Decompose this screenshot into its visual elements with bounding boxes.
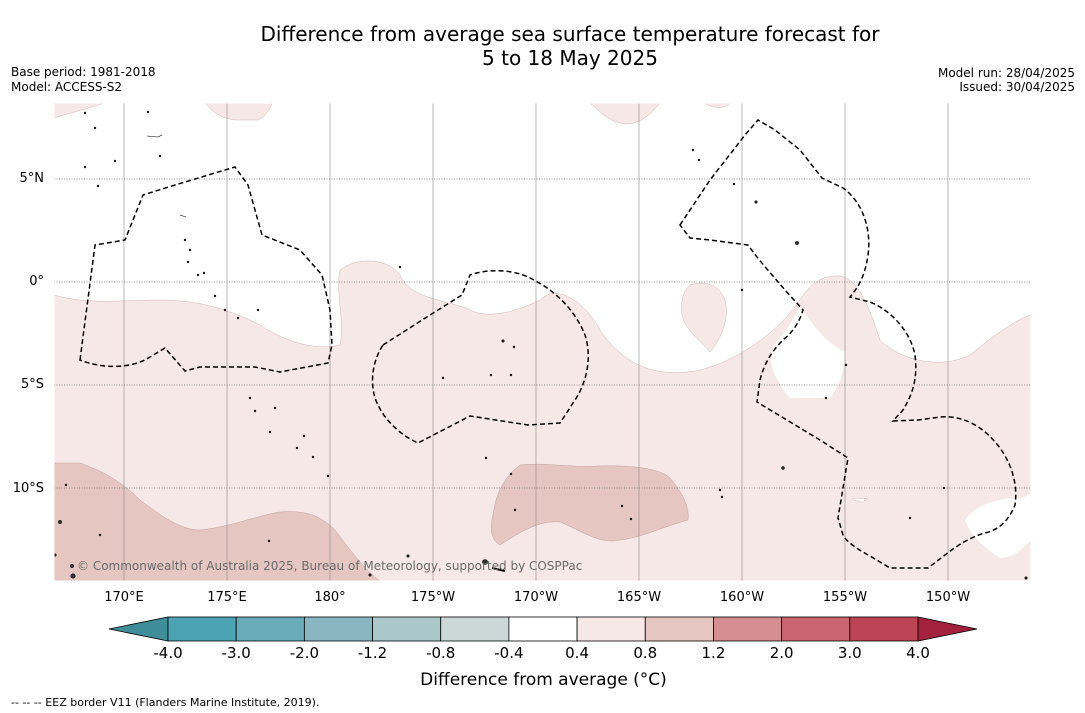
colorbar-segment — [576, 616, 646, 642]
model-run-text: Model run: 28/04/2025 — [937, 66, 1075, 80]
map-area — [54, 103, 1031, 581]
colorbar-segment — [235, 616, 305, 642]
lat-label-10s: 10°S — [12, 481, 44, 496]
map-gridlines — [123, 103, 949, 581]
colorbar-tick-label: -0.8 — [426, 644, 456, 662]
colorbar-segment — [440, 616, 510, 642]
colorbar-segment — [644, 616, 714, 642]
colorbar-tick-label: 0.8 — [633, 644, 658, 662]
colorbar-segment — [781, 616, 851, 642]
lon-label-155w: 155°W — [822, 590, 868, 605]
issued-date-text: Issued: 30/04/2025 — [959, 80, 1075, 94]
model-name-text: Model: ACCESS-S2 — [11, 80, 123, 94]
colorbar-tick-label: -0.4 — [494, 644, 524, 662]
colorbar-tick-label: -3.0 — [221, 644, 251, 662]
lon-label-170e: 170°E — [104, 590, 144, 605]
colorbar-tick-label: 0.4 — [565, 644, 589, 662]
lat-label-0: 0° — [29, 274, 44, 289]
colorbar-tick-label: -2.0 — [289, 644, 319, 662]
colorbar-title: Difference from average (°C) — [420, 670, 667, 690]
lon-label-175w: 175°W — [410, 590, 456, 605]
colorbar-segment — [372, 616, 442, 642]
lon-label-175e: 175°E — [207, 590, 247, 605]
colorbar-tick-label: 2.0 — [769, 644, 794, 662]
base-period-text: Base period: 1981-2018 — [11, 65, 156, 79]
lon-label-180: 180° — [314, 590, 346, 605]
colorbar-extend-low — [108, 616, 169, 642]
lon-label-150w: 150°W — [925, 590, 971, 605]
lon-label-160w: 160°W — [719, 590, 765, 605]
copyright-notice: © Commonwealth of Australia 2025, Bureau… — [77, 559, 583, 573]
colorbar-tick-label: 3.0 — [837, 644, 862, 662]
colorbar-segment — [713, 616, 783, 642]
islands — [54, 110, 1028, 580]
colorbar-tick-label: 4.0 — [906, 644, 930, 662]
colorbar-tick-label: 1.2 — [701, 644, 726, 662]
lon-label-165w: 165°W — [616, 590, 662, 605]
lat-label-5n: 5°N — [19, 171, 45, 186]
eez-borders — [79, 119, 1017, 569]
chart-title-line2: 5 to 18 May 2025 — [482, 46, 658, 70]
colorbar-segment — [303, 616, 373, 642]
chart-title-line1: Difference from average sea surface temp… — [260, 22, 880, 46]
colorbar-segment — [849, 616, 919, 642]
eez-footnote: -- -- -- EEZ border V11 (Flanders Marine… — [11, 696, 320, 709]
colorbar-tick-label: -4.0 — [153, 644, 183, 662]
colorbar-extend-high — [917, 616, 978, 642]
colorbar — [108, 616, 978, 642]
anomaly-region-medium — [54, 462, 381, 581]
lat-label-5s: 5°S — [20, 377, 44, 392]
colorbar-segment — [508, 616, 578, 642]
colorbar-tick-label: -1.2 — [357, 644, 388, 662]
colorbar-segment — [167, 616, 237, 642]
lon-label-170w: 170°W — [513, 590, 559, 605]
